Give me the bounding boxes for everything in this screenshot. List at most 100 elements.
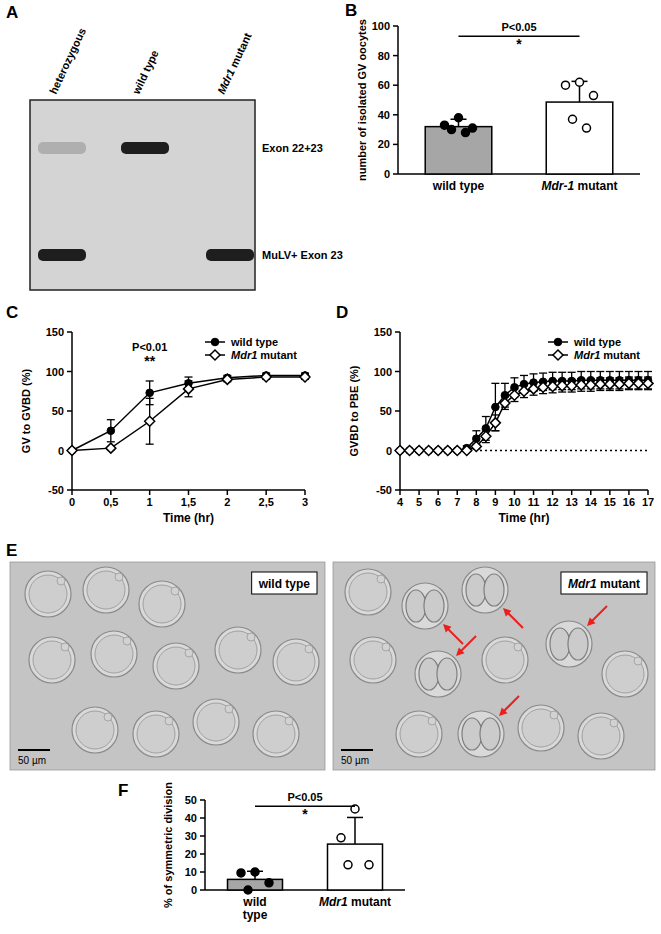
oocyte (606, 655, 644, 693)
label-part: 0 (191, 884, 197, 896)
panel-letter: B (345, 1, 357, 20)
cell-half (480, 718, 500, 750)
label-rest: mutant (600, 349, 640, 361)
data-point (244, 886, 252, 894)
label-part: 30 (185, 830, 197, 842)
error-cap (347, 817, 363, 819)
oocyte (29, 575, 67, 613)
label-part: 14 (585, 496, 598, 508)
y-tick (393, 84, 398, 86)
label-part: * (302, 806, 308, 822)
label-part: 1 (147, 496, 153, 508)
x-tick (188, 490, 190, 495)
marker (462, 446, 472, 456)
label-rest: mutant (226, 31, 254, 72)
micrograph-panel: Ewild type50 µmMdr1 mutant50 µm (6, 541, 655, 770)
label-part: 0 (384, 168, 390, 180)
scale-bar-label: 50 µm (341, 755, 369, 766)
y-axis-title: GVBD to PBE (%) (348, 365, 360, 456)
polar-body (247, 633, 255, 641)
marker (586, 380, 596, 390)
x-tick (399, 490, 401, 495)
marker (567, 381, 577, 391)
x-tick (647, 490, 649, 495)
label-line: type (243, 908, 268, 922)
data-point (265, 879, 273, 887)
data-point (455, 114, 463, 122)
y-tick-label: 100 (374, 366, 392, 378)
oocyte-zona (25, 571, 71, 617)
annotation: ** (144, 353, 155, 369)
error-bar (644, 372, 652, 389)
x-tick-label: 1 (147, 496, 153, 508)
data-point (251, 868, 259, 876)
micrograph-label: Mdr1 mutant (568, 577, 640, 591)
micrograph-background (333, 562, 655, 770)
error-cap (596, 371, 604, 372)
gene-name: Mdr1 (319, 895, 348, 909)
oocyte-zona (462, 567, 508, 613)
error-cap (520, 375, 528, 376)
cell-half (437, 658, 457, 690)
error-cap (185, 396, 193, 397)
background (0, 0, 661, 934)
bar (425, 127, 492, 174)
marker (614, 379, 624, 389)
error-bar (510, 389, 518, 402)
polar-body (382, 643, 390, 651)
y-tick-label: -50 (48, 484, 64, 496)
x-tick (149, 490, 151, 495)
x-tick-label: 14 (585, 496, 598, 508)
oocyte-zona (72, 707, 118, 753)
label-part: 6 (435, 496, 441, 508)
label-part: heterozygous (47, 26, 88, 96)
gel-band (121, 142, 169, 154)
marker (643, 378, 653, 388)
y-tick-label: 150 (46, 326, 64, 338)
polar-body (104, 713, 112, 721)
panel-letter: E (6, 541, 17, 560)
data-point (237, 869, 245, 877)
error-cap (549, 372, 557, 373)
x-tick-label: 6 (435, 496, 441, 508)
label-part: 100 (46, 366, 64, 378)
label-part: 2 (224, 496, 230, 508)
y-tick-label: 30 (185, 830, 197, 842)
error-bar (491, 383, 499, 430)
legend-label: wild type (573, 336, 621, 348)
data-point (569, 115, 577, 123)
error-cap (510, 377, 518, 378)
marker (106, 443, 116, 453)
micrograph-label-box (561, 572, 647, 594)
marker (490, 418, 500, 428)
y-tick (200, 871, 205, 873)
y-tick-label: 0 (58, 445, 64, 457)
y-tick (200, 817, 205, 819)
x-tick (110, 490, 112, 495)
marker (492, 403, 500, 411)
label-part: A (6, 3, 18, 22)
polar-body (305, 645, 313, 653)
scale-bar (18, 749, 50, 751)
oocyte (137, 715, 175, 753)
error-bar (634, 372, 642, 389)
marker (553, 350, 563, 360)
y-tick (67, 331, 72, 333)
label-part: 100 (372, 20, 390, 32)
error-cap (491, 430, 499, 431)
oocyte-zona (153, 643, 199, 689)
error-cap (482, 416, 490, 417)
marker (184, 384, 194, 394)
x-tick (590, 490, 592, 495)
label-part: 0 (386, 445, 392, 457)
lane-label: heterozygous (47, 26, 88, 96)
oocyte (354, 641, 392, 679)
oocyte-zona (193, 699, 239, 745)
label-part: MuLV+ Exon 23 (262, 249, 343, 261)
marker (519, 386, 529, 396)
y-tick (67, 371, 72, 373)
marker (146, 389, 154, 397)
label-part: D (336, 303, 348, 322)
x-tick-label: 9 (492, 496, 498, 508)
label-part: 10 (508, 496, 520, 508)
